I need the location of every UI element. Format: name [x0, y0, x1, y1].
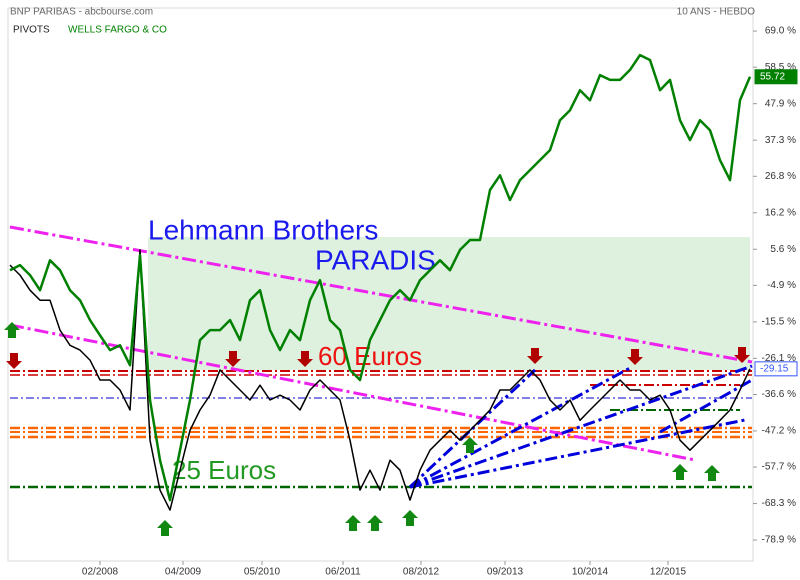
- x-tick-label: 04/2009: [165, 567, 202, 578]
- y-tick-label: -57.7 %: [762, 462, 797, 473]
- zone: [148, 237, 750, 370]
- y-tick-label: -26.1 %: [762, 353, 797, 364]
- last-value-tag: [754, 361, 798, 377]
- x-tick-label: 10/2014: [572, 567, 609, 578]
- down-arrow: [627, 349, 643, 365]
- fan-line: [409, 364, 753, 489]
- y-tick-label: -47.2 %: [762, 426, 797, 437]
- fan-line: [659, 378, 753, 434]
- x-tick-label: 12/2015: [650, 567, 687, 578]
- down-arrow: [297, 351, 313, 367]
- series-line: [9, 53, 752, 502]
- y-tick-label: -68.3 %: [762, 498, 797, 509]
- up-arrow: [704, 465, 720, 481]
- y-tick-label: -4.9 %: [767, 280, 796, 291]
- y-tick-label: 26.8 %: [765, 171, 796, 182]
- y-tick-label: 58.5 %: [765, 62, 796, 73]
- trend-line: [9, 323, 696, 462]
- chart-title: BNP PARIBAS - abcbourse.com: [10, 7, 153, 18]
- last-value-label: 55.72: [760, 71, 785, 82]
- down-arrow: [6, 353, 22, 369]
- down-arrow: [527, 348, 543, 364]
- plot-frame: [7, 7, 754, 562]
- annotation: 60 Euros: [318, 341, 422, 371]
- up-arrow: [402, 510, 418, 526]
- x-tick-label: 05/2010: [244, 567, 281, 578]
- up-arrow: [345, 515, 361, 531]
- y-tick-label: -36.6 %: [762, 389, 797, 400]
- up-arrow: [672, 464, 688, 480]
- legend-entry: WELLS FARGO & CO: [68, 25, 167, 36]
- series-line: [9, 249, 751, 511]
- y-tick-label: 37.3 %: [765, 135, 796, 146]
- trend-line: [9, 225, 753, 364]
- y-tick-label: 47.9 %: [765, 98, 796, 109]
- up-arrow: [157, 520, 173, 536]
- up-arrow: [462, 437, 478, 453]
- last-value-label: -29.15: [760, 363, 789, 374]
- fan-line: [409, 418, 746, 489]
- indicator-label: PIVOTS: [13, 25, 50, 36]
- x-tick-label: 08/2012: [403, 567, 440, 578]
- x-tick-label: 09/2013: [487, 567, 524, 578]
- fan-line: [409, 366, 631, 489]
- y-tick-label: 5.6 %: [770, 244, 796, 255]
- drawings: [4, 225, 753, 536]
- y-tick-label: -15.5 %: [762, 316, 797, 327]
- x-tick-label: 06/2011: [325, 567, 361, 578]
- down-arrow: [225, 351, 241, 367]
- up-arrow: [367, 515, 383, 531]
- annotation: 25 Euros: [172, 455, 276, 485]
- x-tick-label: 02/2008: [82, 567, 119, 578]
- y-tick-label: 69.0 %: [765, 26, 796, 37]
- y-tick-label: 16.2 %: [765, 207, 796, 218]
- last-value-tag: [754, 69, 798, 85]
- up-arrow: [4, 322, 20, 338]
- down-arrow: [734, 347, 750, 363]
- annotation: PARADIS: [315, 244, 436, 275]
- annotation: Lehmann Brothers: [148, 214, 378, 245]
- y-tick-label: -78.9 %: [762, 535, 797, 546]
- chart-subtitle: 10 ANS - HEBDO: [677, 7, 756, 18]
